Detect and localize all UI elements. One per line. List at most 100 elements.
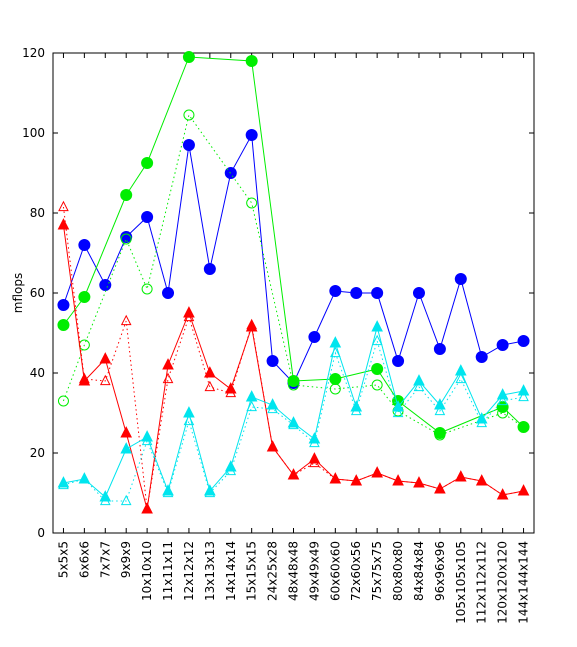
data-point (497, 394, 508, 406)
data-point (434, 482, 446, 494)
data-point (58, 200, 69, 212)
data-point (204, 366, 216, 378)
data-point (58, 478, 69, 490)
data-point (371, 379, 383, 391)
data-point (371, 287, 384, 299)
data-point (496, 339, 509, 351)
data-point (371, 320, 383, 332)
data-point (245, 55, 258, 67)
data-point (245, 390, 258, 402)
data-point (245, 129, 258, 141)
data-point (183, 109, 195, 121)
data-point (182, 139, 195, 151)
data-point (288, 418, 299, 430)
data-point (329, 383, 341, 395)
data-point (518, 421, 530, 433)
data-point (496, 388, 509, 400)
data-point (183, 414, 195, 426)
data-point (141, 434, 153, 446)
data-point (433, 427, 446, 439)
data-point (287, 375, 300, 387)
x-tick-label: 15x15x15 (245, 541, 259, 601)
data-point (288, 468, 299, 480)
x-tick-label: 6x6x6 (77, 541, 91, 578)
data-point (392, 474, 404, 486)
data-point (392, 406, 404, 418)
data-point (329, 285, 342, 297)
data-point (57, 319, 70, 331)
data-point (371, 466, 383, 478)
data-point (475, 351, 488, 363)
x-tick-label: 105x105x105 (454, 541, 468, 624)
data-point (392, 355, 405, 367)
data-point (120, 426, 133, 438)
data-point (267, 402, 278, 414)
x-tick-label: 72x60x56 (349, 541, 363, 601)
data-point (246, 197, 258, 209)
data-point (204, 380, 216, 392)
data-point (288, 379, 299, 391)
data-point (434, 404, 446, 416)
data-point (413, 380, 425, 392)
y-tick-label: 0 (37, 526, 45, 540)
y-tick-label: 100 (22, 126, 45, 140)
data-point (392, 400, 404, 412)
data-point (454, 364, 467, 376)
y-tick-label: 20 (30, 446, 45, 460)
data-point (518, 484, 529, 496)
data-point (120, 233, 132, 245)
x-tick-label: 112x112x112 (475, 541, 489, 624)
y-tick-label: 40 (30, 366, 45, 380)
data-point (517, 384, 530, 396)
data-point (141, 502, 153, 514)
data-point (225, 386, 237, 398)
y-axis: 0 20 40 60 80 100 120 (22, 46, 534, 540)
data-point (99, 352, 112, 364)
x-tick-label: 5x5x5 (56, 541, 70, 578)
data-point (455, 470, 467, 482)
x-tick-label: 11x11x11 (161, 541, 175, 601)
data-point (476, 416, 488, 428)
data-point (182, 51, 195, 63)
x-tick-label: 96x96x96 (433, 541, 447, 601)
data-point (57, 395, 69, 407)
data-point (266, 355, 279, 367)
data-point (204, 486, 216, 498)
data-point (162, 372, 174, 384)
data-point (79, 372, 90, 384)
data-point (183, 406, 195, 418)
data-point (412, 287, 425, 299)
data-point (162, 484, 174, 496)
data-point (183, 310, 195, 322)
data-point (350, 287, 363, 299)
data-point (350, 404, 362, 416)
x-tick-label: 14x14x14 (224, 541, 238, 601)
data-point (518, 390, 529, 402)
data-point (203, 263, 216, 275)
data-point (78, 239, 91, 251)
data-point (141, 211, 154, 223)
x-tick-label: 7x7x7 (98, 541, 112, 578)
x-tick-label: 120x120x120 (496, 541, 510, 624)
series-line (62, 133, 524, 384)
data-point (99, 494, 111, 506)
x-tick-label: 49x49x49 (307, 541, 321, 601)
series-layer (57, 51, 530, 514)
data-point (497, 488, 508, 500)
data-point (120, 442, 133, 454)
plot-frame (52, 52, 535, 534)
data-point (350, 474, 362, 486)
y-tick-label: 60 (30, 286, 45, 300)
x-tick-label: 9x9x9 (119, 541, 133, 578)
data-point (309, 436, 320, 448)
data-point (413, 374, 425, 386)
data-point (329, 336, 342, 348)
data-point (330, 346, 341, 358)
data-point (141, 157, 154, 169)
data-point (57, 218, 70, 230)
data-point (120, 231, 133, 243)
x-tick-label: 60x60x60 (328, 541, 342, 601)
data-point (371, 363, 384, 375)
x-tick-label: 48x48x48 (287, 541, 301, 601)
data-point (162, 486, 174, 498)
